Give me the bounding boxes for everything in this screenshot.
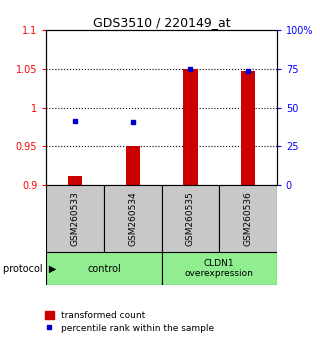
Bar <box>183 69 198 185</box>
Bar <box>241 71 255 185</box>
Bar <box>219 185 277 252</box>
Text: GSM260535: GSM260535 <box>186 191 195 246</box>
Text: CLDN1
overexpression: CLDN1 overexpression <box>185 259 254 278</box>
Text: GSM260533: GSM260533 <box>71 191 80 246</box>
Text: control: control <box>87 263 121 274</box>
Legend: transformed count, percentile rank within the sample: transformed count, percentile rank withi… <box>44 311 214 332</box>
Bar <box>104 185 162 252</box>
Bar <box>162 185 219 252</box>
Text: GSM260536: GSM260536 <box>244 191 252 246</box>
Title: GDS3510 / 220149_at: GDS3510 / 220149_at <box>93 16 230 29</box>
Bar <box>162 252 277 285</box>
Bar <box>125 146 140 185</box>
Bar <box>46 185 104 252</box>
Text: protocol  ▶: protocol ▶ <box>3 263 57 274</box>
Bar <box>46 252 162 285</box>
Text: GSM260534: GSM260534 <box>128 191 137 246</box>
Bar <box>68 176 83 185</box>
